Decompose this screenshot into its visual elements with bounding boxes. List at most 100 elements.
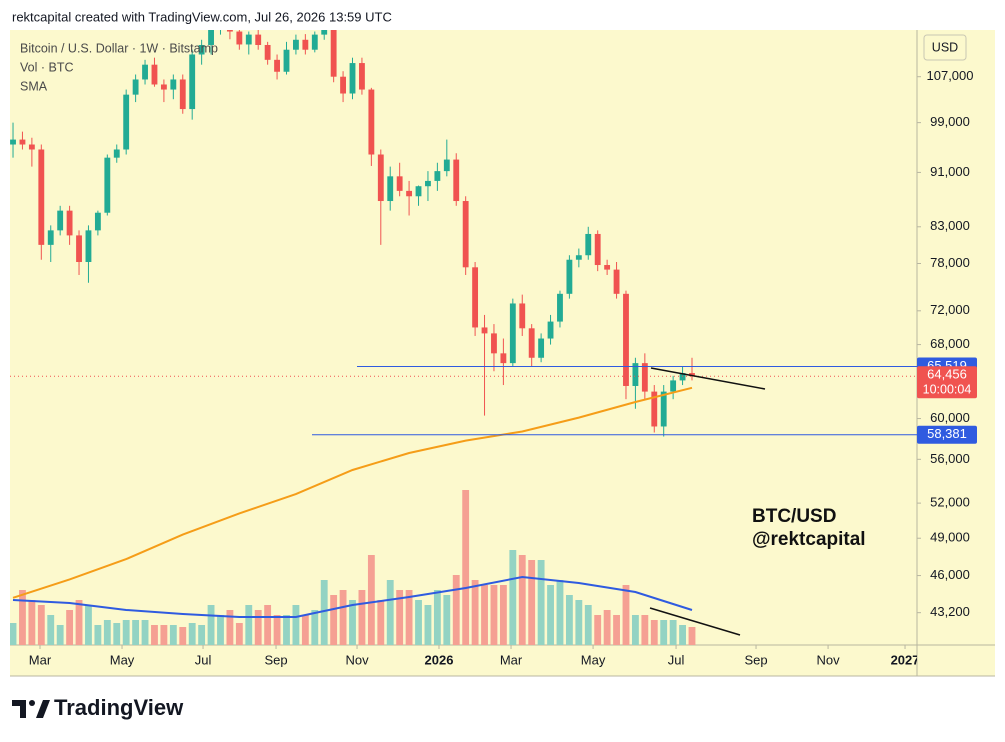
y-tick-label: 91,000 <box>930 164 970 179</box>
sma-line <box>12 386 693 599</box>
candle-body <box>57 210 64 231</box>
candle-body <box>293 39 299 50</box>
volume-bar <box>377 600 385 645</box>
volume-bar <box>584 605 592 645</box>
candle-body <box>94 212 101 231</box>
logo-text: TradingView <box>54 695 184 720</box>
volume-bar <box>660 620 668 645</box>
logo: TradingView <box>12 695 184 720</box>
candle-body <box>670 380 677 392</box>
volume-bar <box>169 625 177 645</box>
volume-bar <box>443 595 451 645</box>
y-tick-label: 49,000 <box>930 530 970 545</box>
volume-bar <box>565 595 573 645</box>
x-tick-label: Sep <box>744 652 767 667</box>
volume-bar <box>575 600 583 645</box>
candle-body <box>557 293 563 322</box>
candle-body <box>547 321 554 339</box>
candle-body <box>528 328 535 358</box>
candle-body <box>679 373 686 381</box>
candle-body <box>462 201 469 268</box>
candle-body <box>170 79 177 90</box>
volume-bar <box>396 590 404 645</box>
volume-bar <box>273 615 281 645</box>
level-label: 58,381 <box>927 426 967 441</box>
volume-bar <box>75 600 83 645</box>
candle-body <box>151 64 158 85</box>
volume-bar <box>122 620 130 645</box>
candle-body <box>491 333 497 354</box>
volume-bar <box>264 605 272 645</box>
candle-body <box>434 171 441 181</box>
x-tick-label: Mar <box>29 652 52 667</box>
last-price-box <box>917 366 977 399</box>
candle-body <box>113 149 120 158</box>
volume-bar <box>37 605 45 645</box>
volume-bar <box>471 580 479 645</box>
volume-bar <box>141 620 149 645</box>
volume-bar <box>490 585 498 645</box>
x-tick-label: Nov <box>345 652 369 667</box>
candle-body <box>509 303 516 364</box>
volume-bar <box>311 610 319 645</box>
volume-bar <box>433 590 441 645</box>
volume-bar <box>330 595 338 645</box>
candle-body <box>538 338 545 358</box>
volume-bar <box>631 615 639 645</box>
volume-bar <box>254 610 262 645</box>
volume-bar <box>367 555 375 645</box>
time-axis: Mar May Jul Sep Nov 2026 Mar May Jul Sep Nov 2027 <box>29 645 917 667</box>
level-label-box <box>917 425 977 444</box>
candle-body <box>396 176 403 191</box>
volume-bar <box>188 623 196 645</box>
logo-icon-dot <box>29 700 35 706</box>
volume-bar <box>537 560 545 645</box>
candle-body <box>189 54 196 110</box>
volume-bar <box>103 620 111 645</box>
candle-body <box>198 44 205 55</box>
volume-bar <box>113 623 121 645</box>
y-tick-label: 43,200 <box>930 604 970 619</box>
legend-volume: Vol · BTC <box>20 60 74 74</box>
candle-body <box>481 327 488 334</box>
candle-body <box>104 157 111 213</box>
volume-bar <box>679 625 686 645</box>
candle-body <box>641 363 648 392</box>
volume-bar <box>415 600 422 645</box>
y-tick-label: 46,000 <box>930 567 970 582</box>
candle-body <box>651 391 658 427</box>
candle-body <box>566 259 573 294</box>
candle-body <box>321 30 328 35</box>
legend-sma: SMA <box>20 79 48 93</box>
candle-body <box>47 230 54 245</box>
candle-body <box>76 235 82 262</box>
volume-bar <box>151 625 158 645</box>
candle-body <box>406 190 413 197</box>
y-tick-label: 78,000 <box>930 255 970 270</box>
volume-bar <box>528 560 536 645</box>
candle-body <box>66 210 73 236</box>
plot-area <box>10 30 917 645</box>
candle-body <box>142 64 148 80</box>
candle-body <box>689 373 695 377</box>
volume-bar <box>320 580 328 645</box>
volume-bar <box>509 550 517 645</box>
volume-bar <box>462 490 470 645</box>
volume-bar <box>56 625 64 645</box>
candle-body <box>132 79 139 95</box>
currency-label: USD <box>932 40 958 54</box>
x-tick-label: Nov <box>817 652 841 667</box>
candle-body <box>340 76 346 94</box>
volume-bar <box>556 580 564 645</box>
price-trendline <box>650 367 766 390</box>
volume-trendline <box>649 607 741 636</box>
volume-bar <box>47 615 55 645</box>
volume-bar <box>499 585 507 645</box>
candle-body <box>660 391 667 427</box>
currency-box[interactable] <box>923 34 967 61</box>
x-tick-label: Sep <box>264 652 287 667</box>
candle-body <box>453 159 460 202</box>
candle-body <box>425 180 431 187</box>
